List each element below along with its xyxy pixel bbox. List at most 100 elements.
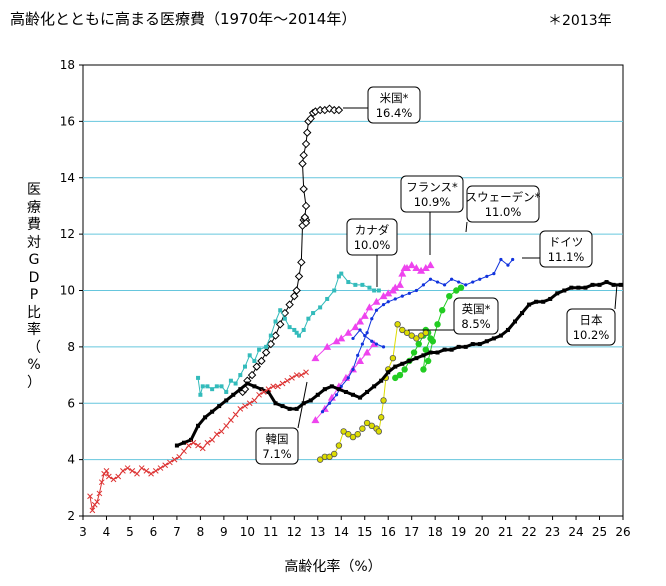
- data-point: [327, 393, 336, 401]
- data-point: [346, 280, 351, 285]
- data-point: [259, 387, 264, 392]
- data-point: [292, 327, 297, 332]
- data-point: [138, 465, 145, 471]
- data-point: [294, 272, 304, 281]
- y-axis-label-char: 対: [27, 234, 41, 251]
- data-point: [345, 431, 352, 438]
- series-米国: [238, 104, 344, 397]
- data-point: [407, 291, 411, 295]
- data-point: [351, 367, 355, 372]
- callout-value: 10.2%: [573, 328, 610, 342]
- data-point: [422, 346, 429, 353]
- data-point: [214, 384, 219, 389]
- data-point: [210, 409, 215, 414]
- data-point: [228, 378, 233, 383]
- data-point: [181, 440, 186, 445]
- data-point: [360, 342, 364, 346]
- callout-label: 英国*: [462, 302, 491, 316]
- data-point: [379, 292, 388, 300]
- data-point: [374, 342, 379, 346]
- data-point: [422, 329, 429, 336]
- data-point: [470, 342, 475, 347]
- data-point: [534, 299, 539, 304]
- x-tick-label: 7: [173, 525, 181, 539]
- data-point: [331, 450, 338, 458]
- data-point: [618, 282, 623, 287]
- data-point: [349, 433, 357, 441]
- series-日本: [174, 280, 623, 448]
- data-point: [435, 280, 440, 284]
- data-point: [439, 307, 446, 314]
- data-point: [339, 271, 344, 276]
- data-point: [499, 257, 503, 262]
- callout-box: [255, 427, 299, 465]
- data-point: [256, 391, 262, 398]
- data-point: [199, 445, 206, 452]
- data-point: [311, 311, 316, 316]
- data-point: [446, 292, 453, 300]
- data-point: [252, 362, 261, 371]
- data-point: [129, 468, 136, 474]
- callout-スウェーデン: スウェーデン*11.0%: [465, 185, 541, 233]
- data-point: [198, 392, 203, 397]
- data-point: [417, 266, 426, 274]
- data-point: [363, 334, 367, 338]
- data-point: [261, 348, 271, 357]
- data-point: [428, 350, 433, 355]
- data-point: [298, 159, 307, 168]
- y-axis-label-char: %: [27, 357, 41, 373]
- data-point: [167, 459, 173, 466]
- series-フランス: [311, 261, 435, 362]
- y-axis-label-char: 費: [27, 217, 41, 233]
- y-tick-label: 14: [60, 171, 75, 185]
- data-point: [354, 431, 361, 438]
- data-point: [87, 493, 93, 500]
- data-point: [143, 468, 150, 474]
- data-point: [457, 284, 465, 291]
- callout-value: 11.0%: [485, 205, 522, 219]
- data-point: [243, 364, 247, 369]
- y-tick-label: 10: [60, 284, 75, 298]
- data-point: [368, 422, 375, 429]
- data-point: [200, 384, 205, 389]
- x-tick-label: 14: [334, 525, 349, 539]
- data-point: [386, 370, 391, 375]
- data-point: [426, 261, 435, 269]
- data-point: [394, 321, 401, 328]
- data-point: [484, 339, 489, 344]
- data-point: [232, 411, 239, 418]
- year-note: ＊2013年: [548, 13, 612, 29]
- data-point: [346, 376, 350, 380]
- data-point: [395, 280, 404, 288]
- data-point: [294, 406, 299, 411]
- series-line: [176, 280, 621, 447]
- data-point: [478, 277, 482, 281]
- data-point: [359, 425, 366, 432]
- callout-label: スウェーデン*: [466, 190, 541, 204]
- data-point: [247, 353, 252, 358]
- data-point: [301, 218, 311, 228]
- data-point: [209, 437, 215, 443]
- callout-leader: [297, 381, 308, 429]
- y-axis-label-char: G: [28, 252, 40, 268]
- data-point: [238, 373, 243, 378]
- data-point: [290, 291, 299, 301]
- data-point: [412, 263, 421, 271]
- data-point: [363, 419, 371, 427]
- data-point: [420, 366, 427, 373]
- data-point: [190, 439, 197, 446]
- x-tick-label: 4: [103, 525, 111, 539]
- data-point: [265, 386, 272, 393]
- data-point: [611, 282, 616, 287]
- data-point: [583, 285, 588, 290]
- data-point: [498, 333, 503, 338]
- data-point: [260, 389, 267, 395]
- data-point: [351, 392, 355, 397]
- x-tick-label: 19: [451, 525, 466, 539]
- data-point: [337, 334, 346, 342]
- series-ドイツ: [351, 328, 386, 349]
- data-point: [219, 384, 224, 389]
- data-point: [339, 384, 343, 388]
- data-point: [298, 372, 305, 378]
- data-point: [316, 456, 324, 463]
